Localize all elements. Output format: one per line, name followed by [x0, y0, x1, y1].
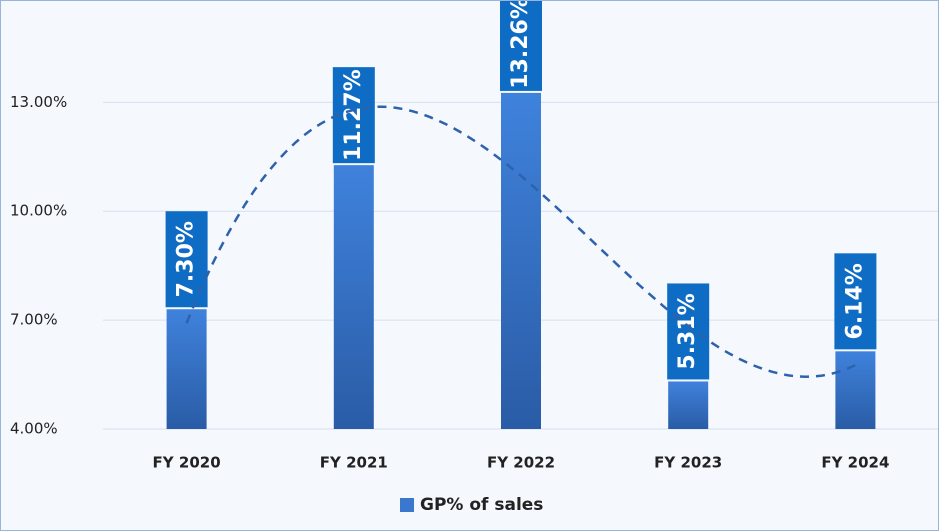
bar	[668, 381, 709, 429]
y-tick-label: 4.00%	[10, 420, 58, 438]
x-tick-label: FY 2021	[320, 454, 388, 472]
y-tick-label: 13.00%	[10, 93, 67, 111]
bar	[166, 309, 207, 429]
data-label: 11.27%	[341, 69, 366, 161]
bar	[501, 92, 541, 429]
data-label-box	[332, 67, 375, 164]
bar	[333, 165, 374, 429]
data-label-box	[834, 253, 877, 350]
legend-label: GP% of sales	[420, 495, 543, 515]
x-tick-label: FY 2023	[654, 454, 722, 472]
x-tick-label: FY 2020	[153, 454, 221, 472]
bar	[835, 351, 876, 429]
data-label-box	[667, 283, 710, 380]
y-tick-label: 10.00%	[10, 202, 67, 220]
y-tick-label: 7.00%	[10, 311, 58, 329]
trendline	[185, 105, 856, 378]
data-label-box	[500, 1, 542, 91]
data-label: 5.31%	[675, 293, 700, 369]
x-tick-label: FY 2024	[821, 454, 889, 472]
legend-swatch	[400, 498, 414, 512]
data-label: 6.14%	[842, 263, 867, 339]
data-label: 13.26%	[508, 0, 533, 89]
x-tick-label: FY 2022	[487, 454, 555, 472]
data-label: 7.30%	[174, 221, 199, 297]
